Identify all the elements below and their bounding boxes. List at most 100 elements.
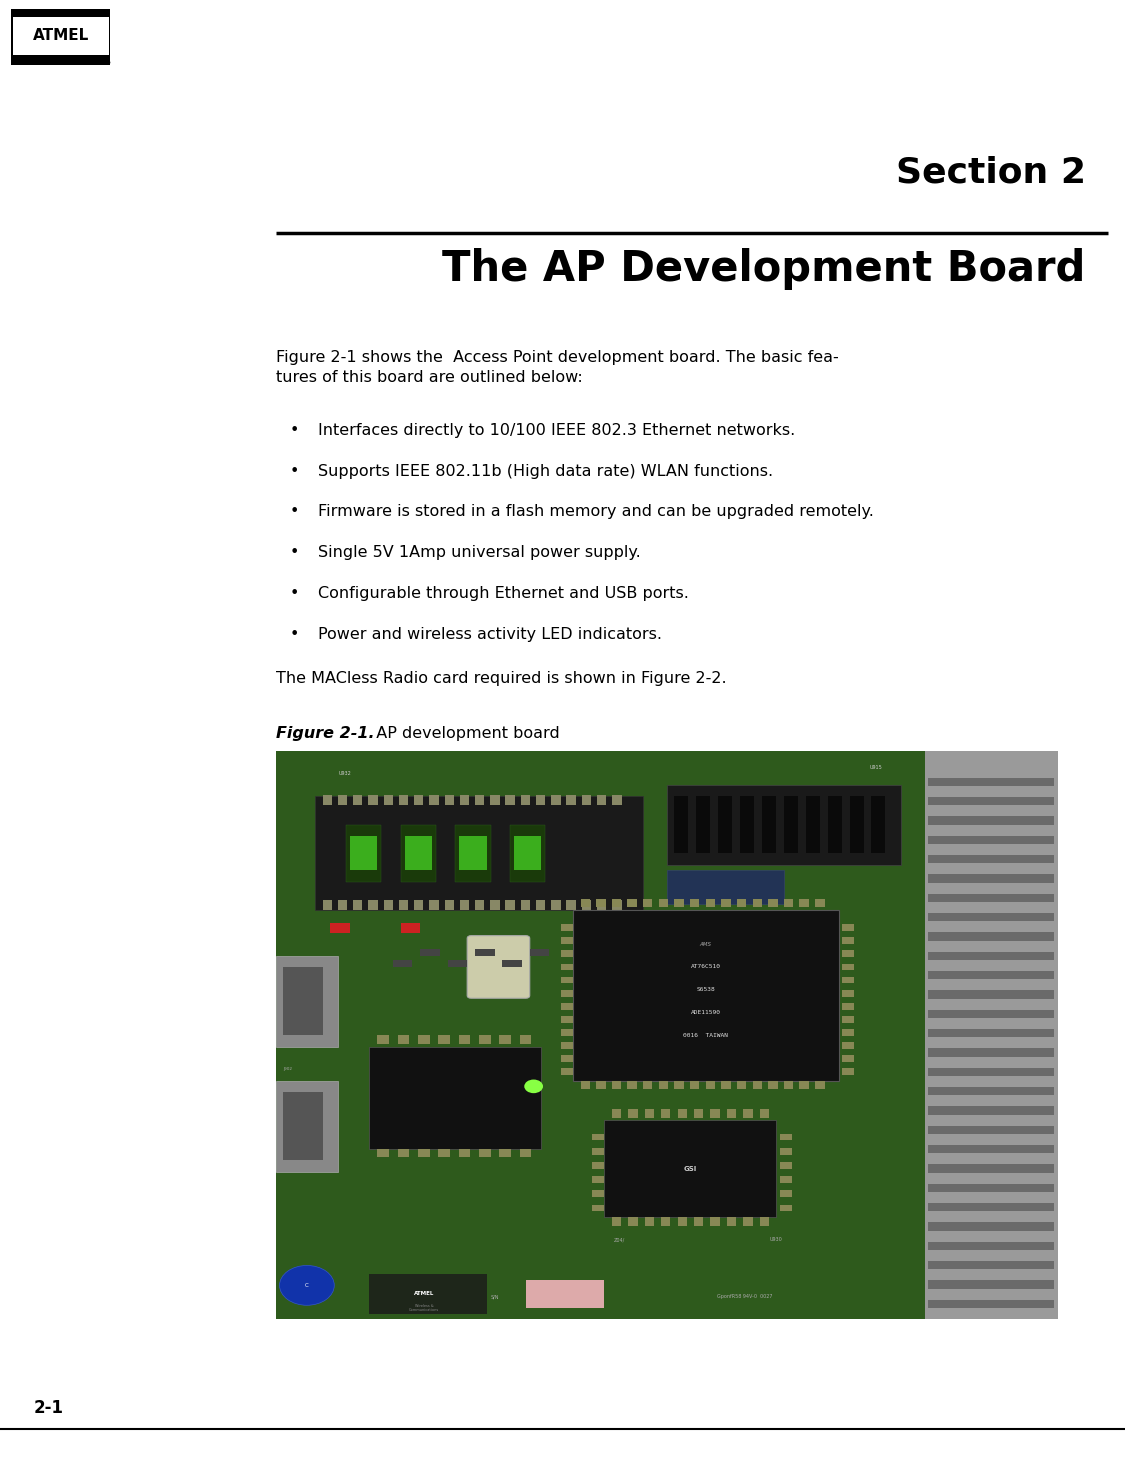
Text: Configurable through Ethernet and USB ports.: Configurable through Ethernet and USB po… [318, 586, 690, 601]
Bar [592, 1190, 604, 1197]
Bar [475, 795, 485, 805]
Bar [753, 1080, 762, 1089]
Bar [397, 1149, 410, 1158]
Bar [628, 1217, 638, 1226]
Bar [460, 900, 469, 910]
Bar [405, 835, 432, 870]
Bar [628, 898, 637, 907]
Bar [604, 1120, 776, 1217]
Bar [674, 1080, 684, 1089]
Text: J902: J902 [284, 1067, 292, 1072]
Bar [816, 898, 825, 907]
Bar [768, 1080, 777, 1089]
Circle shape [279, 1266, 334, 1305]
Bar [561, 1029, 573, 1035]
Bar [721, 898, 730, 907]
Bar [500, 1035, 511, 1044]
Bar [705, 898, 716, 907]
Bar [384, 795, 393, 805]
Bar [928, 1222, 1054, 1231]
Bar [592, 1147, 604, 1155]
Bar [780, 1133, 792, 1140]
Bar [417, 1149, 430, 1158]
Bar [928, 1145, 1054, 1153]
Bar [400, 825, 435, 882]
Bar [849, 796, 864, 853]
Bar [762, 796, 776, 853]
Bar [612, 1080, 621, 1089]
FancyBboxPatch shape [467, 936, 530, 999]
Bar [843, 1042, 854, 1048]
Bar [551, 900, 560, 910]
Bar [928, 777, 1054, 786]
Bar [843, 964, 854, 971]
Bar [521, 795, 530, 805]
Bar [11, 55, 110, 64]
Bar [718, 796, 732, 853]
Bar [331, 923, 350, 933]
Bar [323, 795, 332, 805]
Bar [414, 900, 423, 910]
Bar [561, 1056, 573, 1061]
Bar [928, 990, 1054, 999]
Text: Interfaces directly to 10/100 IEEE 802.3 Ethernet networks.: Interfaces directly to 10/100 IEEE 802.3… [318, 423, 795, 437]
Bar [505, 795, 515, 805]
Bar [597, 795, 606, 805]
Bar [521, 900, 530, 910]
Bar [430, 795, 439, 805]
Bar [780, 1190, 792, 1197]
Bar [800, 898, 809, 907]
Bar [490, 900, 500, 910]
Bar [561, 1016, 573, 1022]
Bar [350, 835, 377, 870]
Text: •: • [289, 423, 298, 437]
Bar [662, 1110, 670, 1118]
Bar [928, 1203, 1054, 1212]
Bar [828, 796, 842, 853]
Bar [592, 1133, 604, 1140]
Bar [592, 1162, 604, 1169]
Bar [928, 971, 1054, 980]
Bar [645, 1110, 654, 1118]
Bar [744, 1110, 753, 1118]
Bar [530, 949, 549, 955]
Bar [505, 900, 515, 910]
Bar [596, 1080, 605, 1089]
Bar [353, 795, 362, 805]
Bar [928, 1029, 1054, 1038]
Bar [928, 1126, 1054, 1134]
Bar [369, 1047, 541, 1149]
Bar [612, 795, 622, 805]
Bar [690, 1080, 700, 1089]
Bar [459, 1149, 470, 1158]
Bar [928, 1165, 1054, 1172]
Bar [843, 924, 854, 932]
Bar [580, 1080, 590, 1089]
Bar [514, 835, 541, 870]
Bar [928, 1184, 1054, 1193]
Text: Supports IEEE 802.11b (High data rate) WLAN functions.: Supports IEEE 802.11b (High data rate) W… [318, 464, 774, 478]
Bar [780, 1177, 792, 1182]
Bar [816, 1080, 825, 1089]
Bar [759, 1217, 770, 1226]
Bar [628, 1080, 637, 1089]
Bar [737, 1080, 746, 1089]
Bar [928, 1086, 1054, 1095]
Bar [928, 875, 1054, 882]
Bar [475, 949, 495, 955]
Bar [843, 1003, 854, 1009]
Bar [696, 796, 710, 853]
Text: U932: U932 [339, 771, 351, 776]
Bar [459, 835, 487, 870]
Bar [439, 1035, 450, 1044]
Bar [561, 977, 573, 984]
Bar [448, 961, 467, 967]
Bar [596, 898, 605, 907]
Bar [928, 1242, 1054, 1250]
Bar [561, 1042, 573, 1048]
Bar [843, 990, 854, 996]
Bar [806, 796, 820, 853]
Bar [284, 967, 323, 1035]
Text: GponfR58 94V-0  0027: GponfR58 94V-0 0027 [717, 1295, 773, 1299]
Bar [928, 913, 1054, 921]
